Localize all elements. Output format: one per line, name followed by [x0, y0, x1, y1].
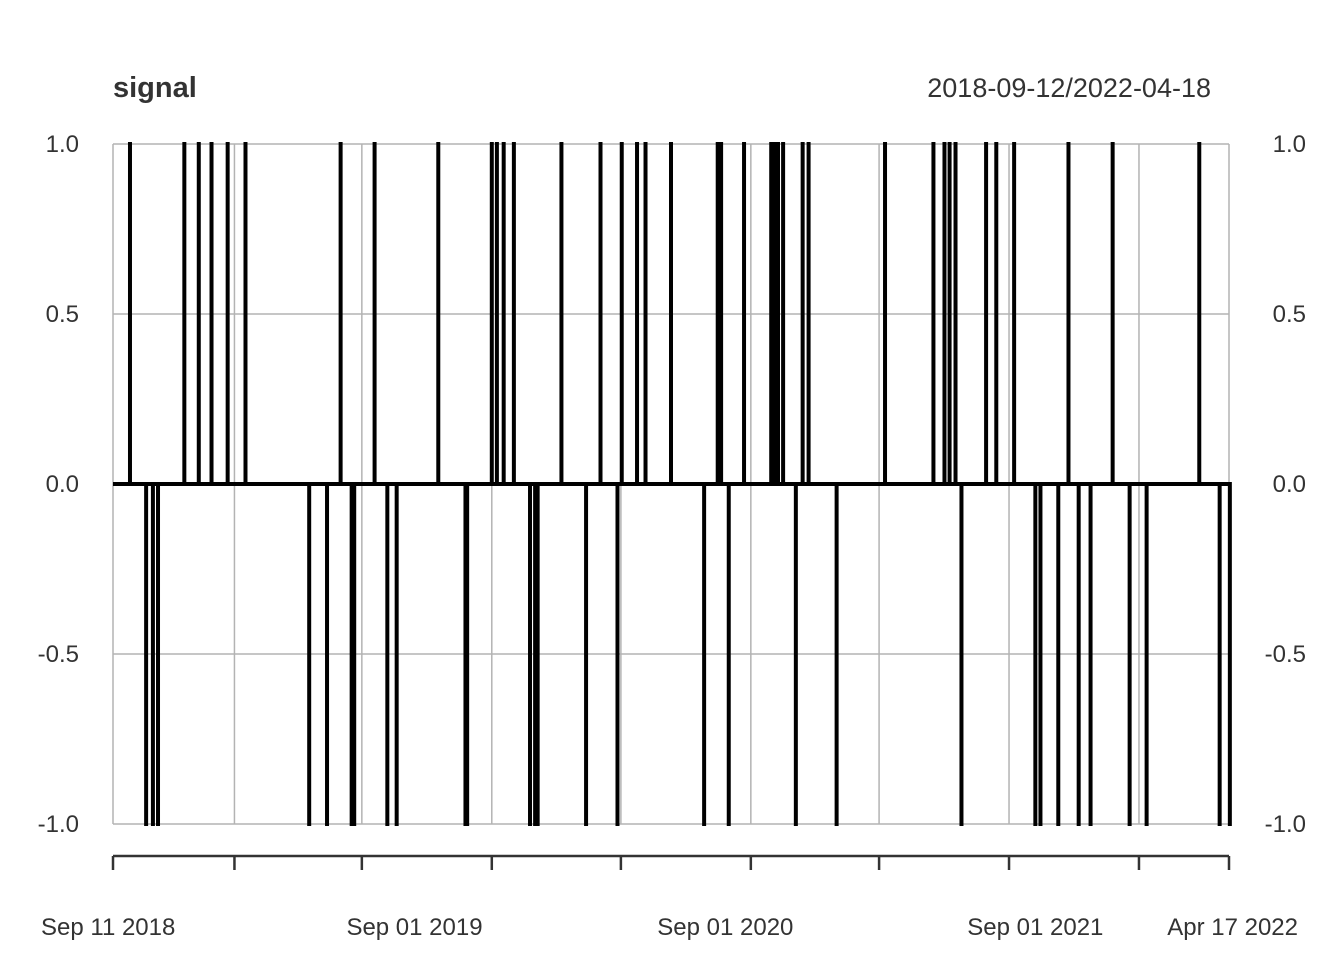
y-tick-label-left: -1.0	[38, 811, 79, 838]
y-tick-label-right: -0.5	[1265, 641, 1306, 668]
x-axis: Sep 11 2018 Sep 01 2019 Sep 01 2020 Sep 01 …	[41, 854, 1298, 941]
x-tick-label: Sep 01 2019	[346, 914, 482, 941]
x-tick-label: Sep 11 2018	[41, 914, 175, 941]
y-axis-tick-labels: 1.0 1.0 0.5 0.5 0.0 0.0 -0.5 -0.5 -1.0 -1.0	[38, 131, 1306, 838]
y-tick-label-left: 0.0	[46, 471, 79, 498]
chart-title: signal	[113, 72, 197, 104]
x-tick-label: Sep 01 2020	[657, 914, 793, 941]
x-tick-label: Apr 17 2022	[1167, 914, 1298, 941]
signal-series	[113, 142, 1232, 826]
y-tick-label-right: -1.0	[1265, 811, 1306, 838]
y-tick-label-right: 1.0	[1273, 131, 1306, 158]
y-tick-label-left: -0.5	[38, 641, 79, 668]
y-tick-label-left: 1.0	[46, 131, 79, 158]
y-tick-label-left: 0.5	[46, 301, 79, 328]
y-tick-label-right: 0.5	[1273, 301, 1306, 328]
x-tick-label: Sep 01 2021	[967, 914, 1103, 941]
date-range-label: 2018-09-12/2022-04-18	[927, 73, 1211, 103]
y-tick-label-right: 0.0	[1273, 471, 1306, 498]
